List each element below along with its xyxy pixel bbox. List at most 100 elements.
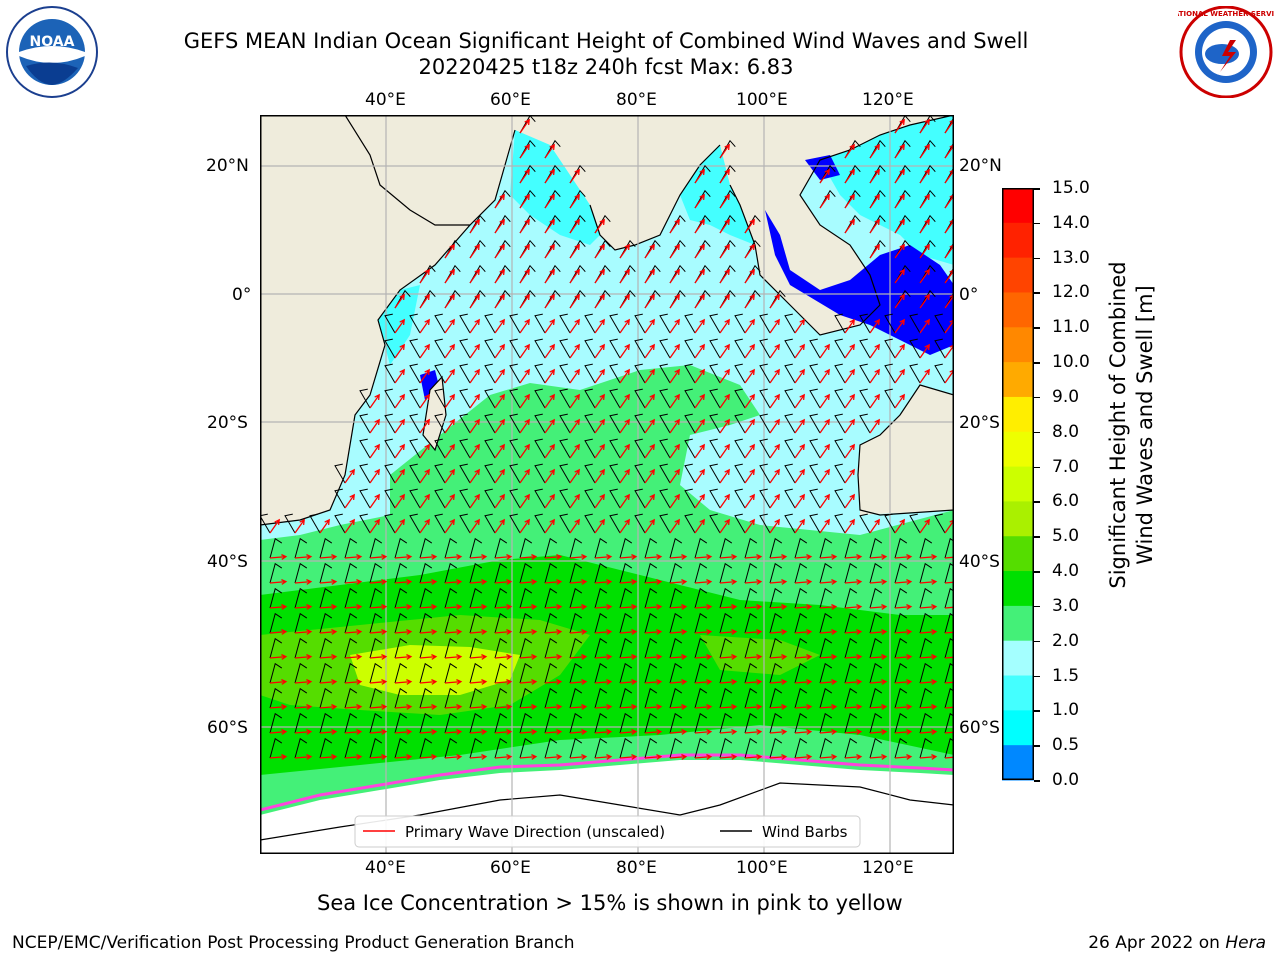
wave-arrow xyxy=(544,318,555,334)
wave-arrow xyxy=(444,704,463,710)
wave-arrow xyxy=(494,704,513,710)
wave-arrow xyxy=(469,493,480,509)
wave-arrow xyxy=(819,393,830,409)
wave-arrow xyxy=(294,579,313,585)
wind-barb xyxy=(434,388,446,409)
wave-arrow xyxy=(394,754,413,760)
wind-barb xyxy=(809,388,821,409)
wind-barb xyxy=(909,313,921,334)
wind-barb xyxy=(759,363,771,384)
wind-barb xyxy=(444,712,458,734)
wave-arrow xyxy=(544,368,555,384)
wave-arrow xyxy=(544,193,555,209)
wind-barb xyxy=(544,587,558,609)
wave-arrow xyxy=(419,654,438,660)
wave-arrow xyxy=(819,679,838,685)
lat-tick-right-20n: 20°N xyxy=(959,156,1002,176)
wave-arrow xyxy=(694,218,705,234)
wind-barb xyxy=(419,612,433,634)
wave-arrow xyxy=(469,554,488,560)
wind-barb xyxy=(584,488,596,509)
wind-barb xyxy=(859,388,871,409)
wind-barb xyxy=(409,488,421,509)
wind-barb xyxy=(469,712,483,734)
wind-barb xyxy=(584,338,596,359)
wave-arrow xyxy=(544,729,563,735)
wave-arrow xyxy=(394,468,405,484)
wind-barb xyxy=(659,463,671,484)
wind-barb xyxy=(334,488,346,509)
wave-arrow xyxy=(644,554,663,560)
wind-barb xyxy=(869,712,883,734)
wind-barb xyxy=(444,537,458,559)
wave-arrow xyxy=(894,654,913,660)
wave-arrow xyxy=(494,443,505,459)
wind-barb xyxy=(459,363,471,384)
wave-arrow xyxy=(719,143,730,159)
wind-barb xyxy=(484,338,496,359)
wave-arrow xyxy=(694,293,705,309)
colorbar-tick-label: 5.0 xyxy=(1052,526,1080,547)
wind-barb xyxy=(569,612,583,634)
wind-barb xyxy=(634,363,646,384)
wave-arrow xyxy=(644,268,655,284)
wave-arrow xyxy=(519,704,538,710)
wind-barb xyxy=(484,413,496,434)
lon-tick-bottom-60: 60°E xyxy=(490,858,531,878)
wave-arrow xyxy=(719,393,730,409)
wave-arrow xyxy=(694,443,705,459)
wind-barb xyxy=(784,513,796,534)
wave-arrow xyxy=(569,168,580,184)
wave-arrow xyxy=(394,729,413,735)
wave-arrow xyxy=(544,493,555,509)
wave-arrow xyxy=(294,629,313,635)
wind-barb xyxy=(484,513,496,534)
wave-arrow xyxy=(644,518,655,534)
wind-barb xyxy=(509,363,521,384)
wave-arrow xyxy=(844,418,855,434)
wave-arrow xyxy=(794,654,813,660)
wind-barb xyxy=(659,388,671,409)
wave-arrow xyxy=(419,368,430,384)
wind-barb xyxy=(644,537,658,559)
wave-arrow xyxy=(719,629,738,635)
wave-arrow xyxy=(719,268,730,284)
wind-barb xyxy=(434,413,446,434)
wind-barb xyxy=(519,612,533,634)
wind-barb xyxy=(659,488,671,509)
wave-arrow xyxy=(744,368,755,384)
coastline-australia xyxy=(857,384,954,516)
wind-barb xyxy=(859,338,871,359)
wave-arrow xyxy=(719,293,730,309)
wave-arrow xyxy=(569,754,588,760)
wave-arrow xyxy=(544,143,555,159)
wave-arrow xyxy=(869,393,880,409)
wave-arrow xyxy=(894,393,905,409)
wind-barb xyxy=(409,438,421,459)
wind-barb xyxy=(459,438,471,459)
wave-arrow xyxy=(644,654,663,660)
wave-arrow xyxy=(544,293,555,309)
wave-arrow xyxy=(794,729,813,735)
wave-arrow xyxy=(519,654,538,660)
wave-arrow xyxy=(894,754,913,760)
wave-arrow xyxy=(569,243,580,259)
wind-barb xyxy=(919,737,933,759)
lon-tick-bottom-120: 120°E xyxy=(862,858,914,878)
wind-barb xyxy=(269,637,283,659)
wave-arrow xyxy=(669,654,688,660)
wave-arrow xyxy=(819,629,838,635)
wave-arrow xyxy=(594,679,613,685)
wave-arrow xyxy=(669,704,688,710)
wave-arrow xyxy=(494,193,505,209)
wind-barb xyxy=(709,363,721,384)
wave-arrow xyxy=(819,418,830,434)
wind-barb xyxy=(369,587,383,609)
colorbar-label-line1: Significant Height of Combined xyxy=(1106,261,1130,589)
wave-arrow xyxy=(794,579,813,585)
colorbar-tick-mark xyxy=(1034,292,1040,294)
wave-arrow xyxy=(919,118,930,134)
wave-arrow xyxy=(919,218,930,234)
wave-arrow xyxy=(769,579,788,585)
wave-arrow xyxy=(769,318,780,334)
